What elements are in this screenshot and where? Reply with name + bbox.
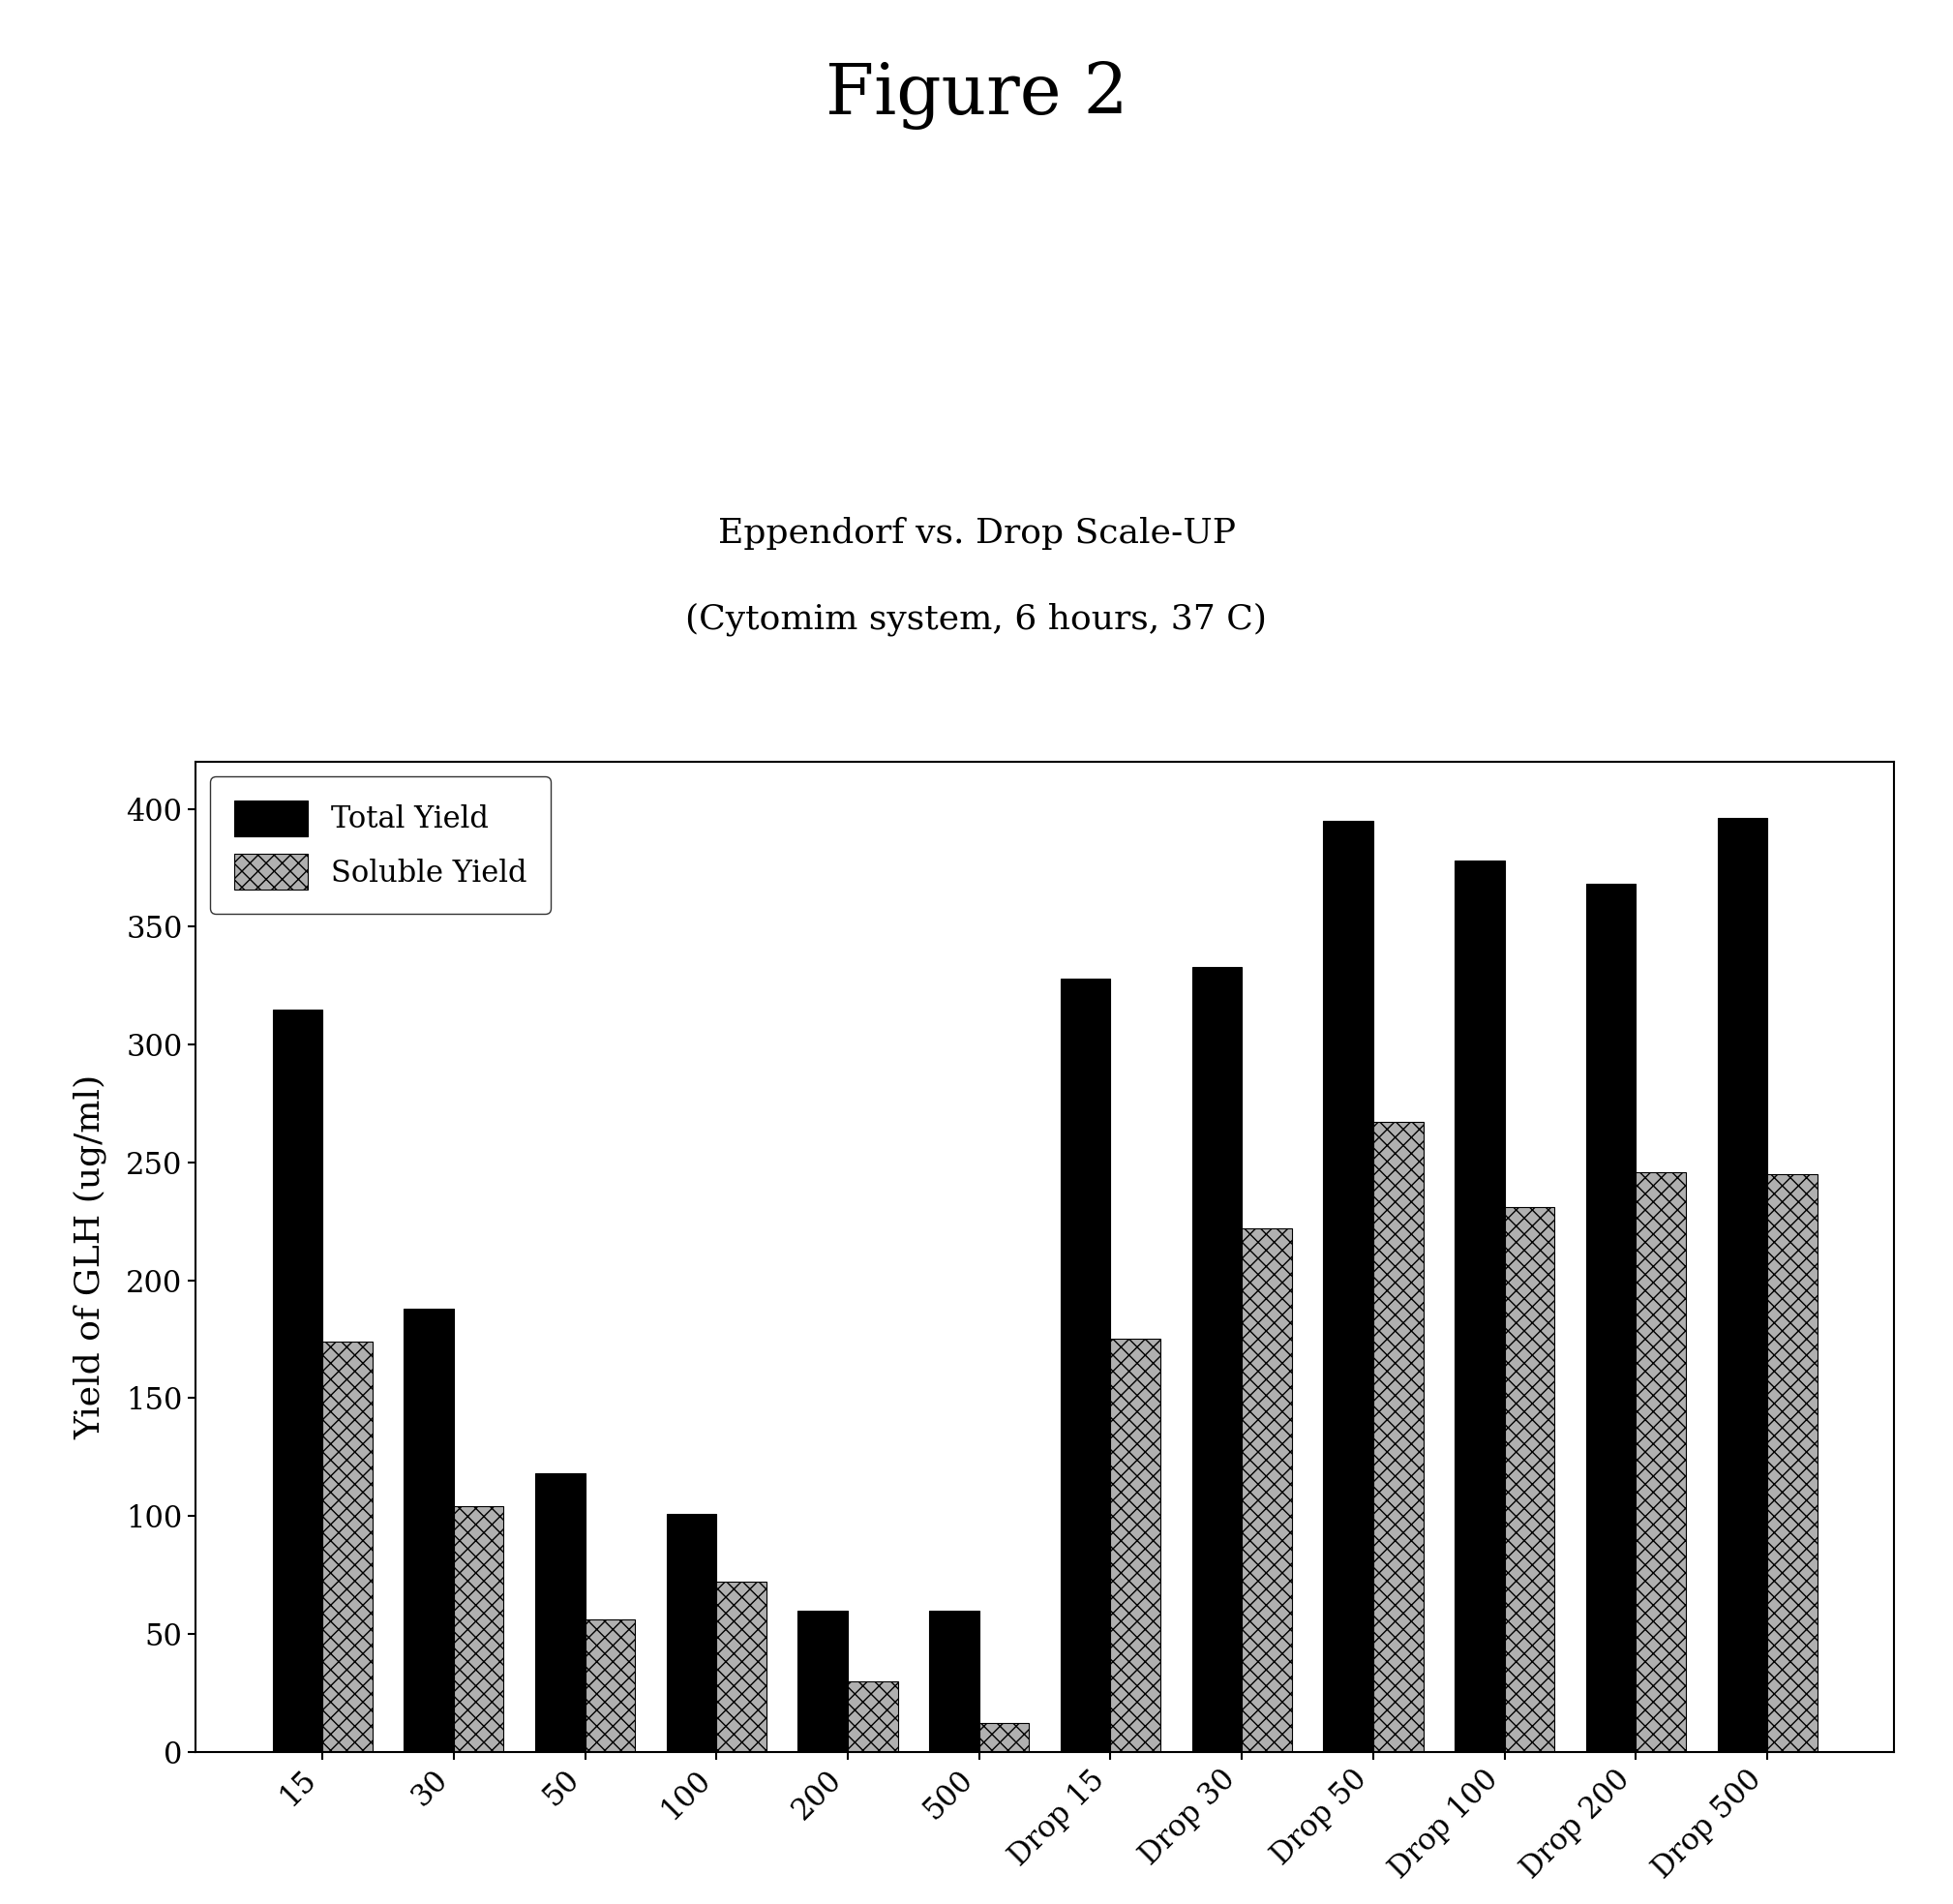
Bar: [1111, 1339, 1160, 1752]
Bar: [1586, 883, 1637, 1752]
Text: Figure 2: Figure 2: [826, 61, 1127, 129]
Bar: [535, 1474, 586, 1752]
Bar: [1717, 819, 1767, 1752]
Y-axis label: Yield of GLH (ug/ml): Yield of GLH (ug/ml): [74, 1074, 107, 1439]
Bar: [586, 1620, 635, 1752]
Bar: [1191, 967, 1242, 1752]
Bar: [1060, 979, 1111, 1752]
Bar: [1767, 1175, 1816, 1752]
Bar: [1373, 1121, 1424, 1752]
Bar: [799, 1611, 848, 1752]
Bar: [1637, 1171, 1685, 1752]
Bar: [1324, 821, 1373, 1752]
Bar: [930, 1611, 978, 1752]
Bar: [453, 1506, 504, 1752]
Bar: [1504, 1207, 1555, 1752]
Bar: [978, 1723, 1029, 1752]
Legend: Total Yield, Soluble Yield: Total Yield, Soluble Yield: [211, 777, 551, 914]
Bar: [1455, 861, 1504, 1752]
Bar: [273, 1009, 322, 1752]
Bar: [848, 1681, 898, 1752]
Bar: [666, 1514, 717, 1752]
Bar: [404, 1308, 453, 1752]
Bar: [1242, 1228, 1291, 1752]
Text: (Cytomim system, 6 hours, 37 C): (Cytomim system, 6 hours, 37 C): [686, 602, 1267, 636]
Bar: [717, 1582, 766, 1752]
Bar: [322, 1342, 373, 1752]
Text: Eppendorf vs. Drop Scale-UP: Eppendorf vs. Drop Scale-UP: [717, 516, 1236, 550]
